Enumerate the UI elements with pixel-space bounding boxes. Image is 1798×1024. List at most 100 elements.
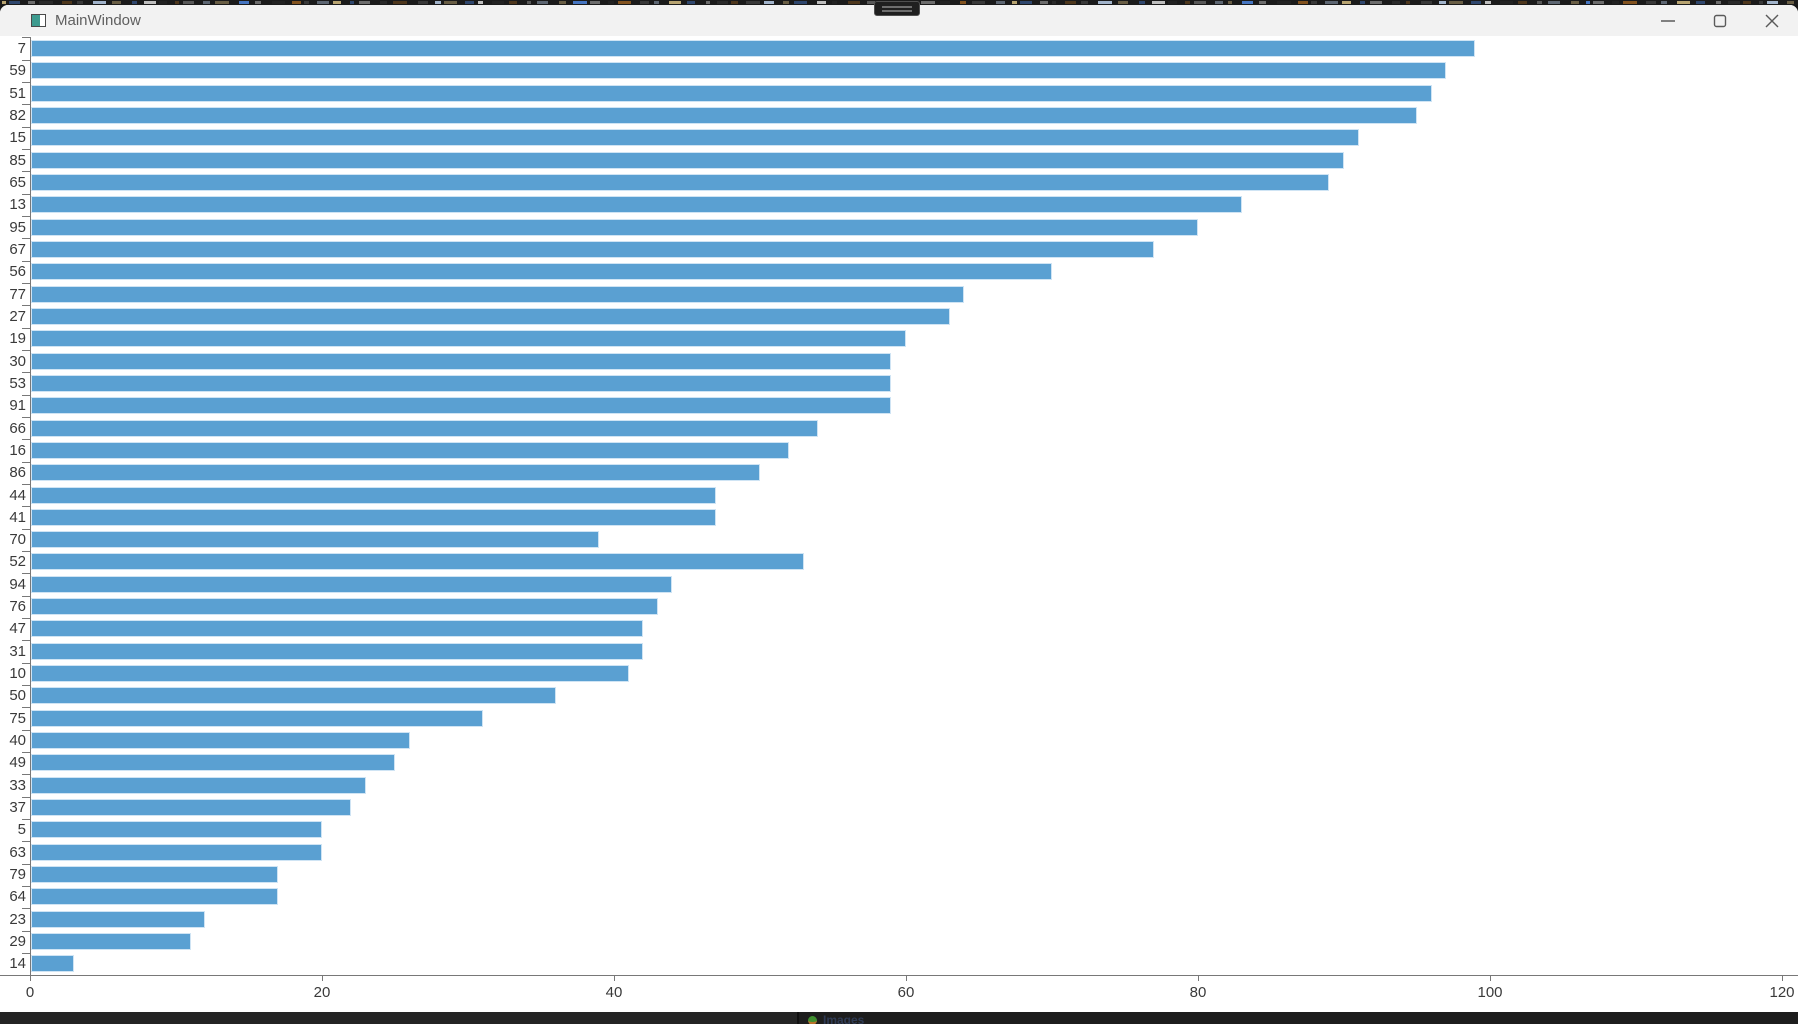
top-edge-speck bbox=[144, 1, 156, 4]
bar bbox=[31, 754, 395, 772]
y-tick-label: 27 bbox=[9, 307, 26, 325]
bar bbox=[31, 196, 1242, 214]
y-tick bbox=[22, 930, 30, 932]
x-tick-label: 80 bbox=[1189, 984, 1207, 1002]
top-edge-speck bbox=[972, 1, 985, 4]
top-edge-speck bbox=[1392, 1, 1400, 4]
y-tick-label: 7 bbox=[17, 39, 26, 57]
top-edge-speck bbox=[573, 1, 587, 4]
y-tick-label: 49 bbox=[9, 754, 26, 772]
top-edge-speck bbox=[478, 1, 483, 4]
y-tick-label: 16 bbox=[9, 441, 26, 459]
top-edge-speck bbox=[960, 1, 966, 4]
y-tick bbox=[22, 885, 30, 887]
top-edge-speck bbox=[255, 1, 261, 4]
y-tick-label: 44 bbox=[9, 486, 26, 504]
top-edge-speck bbox=[731, 1, 738, 4]
y-tick-label: 31 bbox=[9, 642, 26, 660]
top-edge-speck bbox=[1787, 1, 1794, 4]
y-tick-label: 63 bbox=[9, 843, 26, 861]
top-edge-speck bbox=[444, 1, 457, 4]
y-tick bbox=[22, 148, 30, 150]
minimize-icon bbox=[1661, 19, 1675, 22]
top-edge-speck bbox=[1716, 1, 1721, 4]
y-tick-label: 47 bbox=[9, 620, 26, 638]
y-tick bbox=[22, 394, 30, 396]
top-edge-speck bbox=[39, 1, 53, 4]
bar bbox=[31, 821, 322, 839]
x-tick bbox=[614, 976, 615, 982]
bar bbox=[31, 129, 1359, 147]
x-tick-label: 0 bbox=[25, 984, 35, 1002]
top-edge-speck bbox=[1548, 1, 1560, 4]
y-tick-label: 65 bbox=[9, 173, 26, 191]
minimize-button[interactable] bbox=[1642, 5, 1694, 36]
y-tick bbox=[22, 818, 30, 820]
y-tick-label: 52 bbox=[9, 553, 26, 571]
taskbar-item-images[interactable]: Images bbox=[808, 1013, 864, 1024]
top-edge-speck bbox=[867, 1, 875, 4]
top-edge-speck bbox=[317, 1, 329, 4]
top-edge-speck bbox=[93, 1, 106, 4]
top-edge-speck bbox=[608, 1, 614, 4]
bar bbox=[31, 441, 790, 459]
bar bbox=[31, 620, 644, 638]
bar bbox=[31, 151, 1344, 169]
bar bbox=[31, 464, 760, 482]
bottom-edge-strip[interactable]: Images bbox=[0, 1012, 1798, 1024]
y-tick-label: 85 bbox=[9, 151, 26, 169]
maximize-button[interactable] bbox=[1694, 5, 1746, 36]
bar bbox=[31, 374, 892, 392]
handle-line bbox=[882, 10, 912, 12]
y-tick bbox=[22, 59, 30, 61]
bar bbox=[31, 84, 1432, 102]
top-edge-speck bbox=[832, 1, 837, 4]
taskbar-segment bbox=[0, 1012, 797, 1024]
top-edge-speck bbox=[764, 1, 774, 4]
images-app-icon bbox=[808, 1015, 817, 1024]
close-button[interactable] bbox=[1746, 5, 1798, 36]
top-edge-speck bbox=[359, 1, 370, 4]
top-edge-speck bbox=[1743, 1, 1751, 4]
bar bbox=[31, 799, 352, 817]
y-tick-label: 53 bbox=[9, 374, 26, 392]
y-tick-label: 82 bbox=[9, 106, 26, 124]
top-edge-speck bbox=[1421, 1, 1432, 4]
bar bbox=[31, 642, 644, 660]
top-edge-speck bbox=[1767, 1, 1778, 4]
top-edge-speck bbox=[393, 1, 407, 4]
y-axis-line bbox=[30, 37, 31, 976]
x-tick-label: 120 bbox=[1769, 984, 1795, 1002]
top-edge-speck bbox=[1277, 1, 1291, 4]
bar bbox=[31, 352, 892, 370]
window-controls bbox=[1642, 5, 1798, 36]
bar bbox=[31, 330, 906, 348]
top-edge-speck bbox=[687, 1, 695, 4]
y-tick bbox=[22, 617, 30, 619]
window-title: MainWindow bbox=[55, 12, 141, 29]
bar bbox=[31, 709, 483, 727]
top-edge-speck bbox=[794, 1, 807, 4]
top-edge-speck bbox=[509, 1, 517, 4]
y-tick-label: 23 bbox=[9, 910, 26, 928]
top-edge-speck bbox=[292, 1, 301, 4]
top-edge-speck bbox=[1370, 1, 1382, 4]
y-tick-label: 66 bbox=[9, 419, 26, 437]
y-tick bbox=[22, 282, 30, 284]
y-tick-label: 86 bbox=[9, 464, 26, 482]
screen-grab-handle[interactable] bbox=[874, 1, 920, 16]
x-tick bbox=[30, 976, 31, 982]
x-tick-label: 60 bbox=[897, 984, 915, 1002]
bar bbox=[31, 106, 1417, 124]
top-edge-speck bbox=[333, 1, 341, 4]
top-edge-speck bbox=[1342, 1, 1351, 4]
top-edge-speck bbox=[618, 1, 631, 4]
y-tick-label: 75 bbox=[9, 709, 26, 727]
top-edge-speck bbox=[1168, 1, 1177, 4]
top-edge-speck bbox=[783, 1, 789, 4]
top-edge-speck bbox=[1020, 1, 1032, 4]
top-edge-speck bbox=[1228, 1, 1232, 4]
top-edge-speck bbox=[1081, 1, 1088, 4]
bar bbox=[31, 955, 74, 973]
bar bbox=[31, 598, 658, 616]
